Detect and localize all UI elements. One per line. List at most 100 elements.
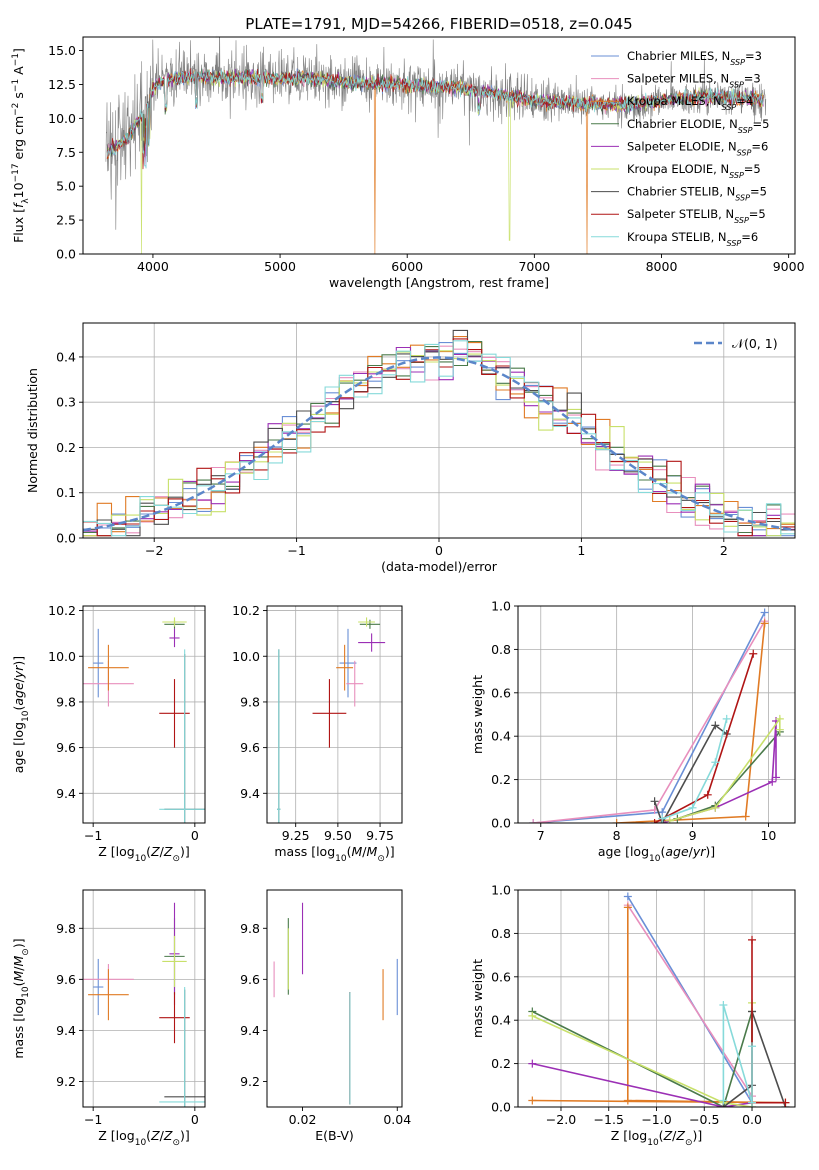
y-tick-label: 0.3: [56, 395, 76, 410]
y-tick-label: 0.0: [56, 531, 76, 546]
legend-entry-chabrier-miles: Chabrier MILES, NSSP=3: [627, 49, 762, 67]
weight-marker: [719, 1001, 728, 1010]
weight-marker: [749, 649, 758, 658]
x-tick-label: 8: [613, 828, 621, 843]
x-tick-label: 0.04: [383, 1112, 411, 1127]
axes-frame: [82, 36, 796, 255]
errorbar-kroupa-stelib: [277, 649, 281, 823]
y-axis-label: age [log10(age/yr)]: [11, 656, 31, 773]
y-tick-label: 9.2: [240, 1074, 260, 1089]
x-tick-label: 2: [720, 543, 728, 558]
weight-line-kroupa-miles: [532, 907, 786, 1104]
model-spectrum-kroupa-stelib: [106, 69, 764, 169]
y-tick-label: 0.0: [56, 247, 76, 262]
y-tick-label: 9.8: [56, 694, 76, 709]
y-tick-label: 0.4: [56, 349, 76, 364]
panel-mass-vs-ebv: 0.02 0.04 9.2 9.4 9.6 9.8 E(B-V): [240, 889, 411, 1143]
x-tick-label: −1: [84, 1112, 102, 1127]
errorbar-chabrier-miles: [339, 628, 357, 698]
plot-area-spectrum: [105, 37, 767, 254]
panel-mass-weight-vs-Z: −2.0 −1.5 −1.0 −0.5 0.0 0.0 0.2 0.4 0.6 0.8 1.0 Z […: [470, 883, 796, 1148]
x-tick-label: −1.5: [594, 1112, 624, 1127]
y-axis-label: Flux [fλ10−17 erg cm−2 s−1 A−1]: [11, 48, 31, 243]
weight-marker: [650, 819, 659, 823]
weight-marker: [665, 816, 674, 823]
errorbar-chabrier-elodie: [359, 619, 381, 629]
legend-entry-kroupa-stelib: Kroupa STELIB, NSSP=6: [627, 230, 758, 248]
plot-area-age-vs-Z: [83, 617, 205, 823]
weight-line-kroupa-stelib: [661, 718, 728, 820]
x-tick-label: 0: [191, 1112, 199, 1127]
y-tick-label: 9.6: [56, 740, 76, 755]
weight-line-kroupa-stelib: [722, 1004, 753, 1103]
y-tick-label: 9.8: [240, 921, 260, 936]
spectrum-legend: Chabrier MILES, NSSP=3 Salpeter MILES, NS…: [591, 49, 769, 247]
weight-marker: [719, 1096, 728, 1105]
panel-age-vs-Z: −1 0 9.4 9.6 9.8 10.0 10.2 Z [log10(Z/Z⊙)] age […: [11, 603, 206, 864]
x-axis-label: wavelength [Angstrom, rest frame]: [329, 275, 549, 290]
x-axis-label: Z [log10(Z/Z⊙)]: [611, 1128, 703, 1148]
weight-marker: [741, 812, 750, 821]
weight-marker: [775, 714, 784, 723]
errorbar-kroupa-elodie: [358, 617, 375, 627]
plot-area-mass-vs-ebv: [273, 902, 398, 1105]
x-tick-label: 9.50: [324, 828, 352, 843]
x-tick-label: −0.5: [689, 1112, 719, 1127]
y-tick-label: 0.2: [56, 440, 76, 455]
errorbar-chabrier-miles: [93, 958, 104, 1016]
y-tick-label: 10.0: [232, 649, 260, 664]
y-tick-label: 1.0: [491, 599, 511, 614]
x-tick-label: 9: [689, 828, 697, 843]
legend-entry-chabrier-stelib: Chabrier STELIB, NSSP=5: [627, 185, 767, 203]
weight-line-chabrier-miles: [533, 612, 766, 823]
axes-frame: [266, 889, 403, 1108]
legend-entry-chabrier-elodie: Chabrier ELODIE, NSSP=5: [627, 117, 769, 135]
y-tick-label: 9.4: [240, 1023, 260, 1038]
x-axis-label: (data-model)/error: [381, 559, 498, 574]
legend-entry-salpeter-stelib: Salpeter STELIB, NSSP=5: [627, 207, 766, 225]
x-axis-label: Z [log10(Z/Z⊙)]: [98, 1128, 190, 1148]
legend-entry-salpeter-miles: Salpeter MILES, NSSP=3: [627, 72, 761, 90]
y-tick-label: 0.0: [491, 1100, 511, 1115]
weight-marker: [703, 790, 712, 799]
errorbar-kroupa-stelib: [159, 649, 205, 823]
y-tick-label: 9.2: [56, 1074, 76, 1089]
y-tick-label: 0.2: [491, 772, 511, 787]
data-spectrum-line: [105, 37, 767, 230]
x-tick-label: 9.25: [282, 828, 310, 843]
errorbar-kroupa-elodie: [162, 617, 187, 627]
figure-title: PLATE=1791, MJD=54266, FIBERID=0518, z=0…: [245, 15, 632, 33]
x-tick-label: 9000: [773, 259, 805, 274]
y-tick-label: 0.8: [491, 642, 511, 657]
weight-marker: [775, 725, 784, 734]
weight-marker: [772, 773, 781, 782]
y-tick-label: 0.0: [491, 816, 511, 831]
legend-entry-gauss: 𝒩(0, 1): [732, 336, 778, 351]
weight-marker: [658, 814, 667, 823]
y-tick-label: 10.0: [48, 649, 76, 664]
weight-marker: [748, 935, 757, 944]
weight-marker: [760, 619, 769, 628]
x-axis-label: Z [log10(Z/Z⊙)]: [98, 844, 190, 864]
errorbar-kroupa-miles: [88, 644, 129, 691]
weight-marker: [748, 1042, 757, 1051]
x-tick-label: 4000: [137, 259, 169, 274]
y-tick-label: 12.5: [48, 77, 76, 92]
y-tick-label: 10.2: [232, 603, 260, 618]
x-tick-label: 8000: [646, 259, 678, 274]
x-axis-label: mass [log10(M/M⊙)]: [274, 844, 394, 864]
x-tick-label: 1: [577, 543, 585, 558]
weight-line-salpeter-stelib: [751, 939, 786, 1104]
panel-spectrum: 4000 5000 6000 7000 8000 9000 0.0 2.5 5.0 7.5 10.0…: [11, 36, 805, 290]
y-tick-label: 0.2: [491, 1056, 511, 1071]
model-spectrum-salpeter-stelib: [106, 68, 764, 170]
y-axis-label: mass [log10(M/M⊙)]: [11, 938, 31, 1058]
errorbar-kroupa-miles: [336, 644, 354, 691]
weight-line-kroupa-elodie: [669, 716, 781, 822]
weight-line-chabrier-stelib: [722, 1011, 787, 1107]
weight-marker: [711, 758, 720, 767]
y-tick-label: 10.0: [48, 111, 76, 126]
weight-marker: [768, 777, 777, 786]
plot-area-mass-weight-vs-age: [529, 608, 784, 823]
legend-entry-salpeter-elodie: Salpeter ELODIE, NSSP=6: [627, 139, 768, 157]
